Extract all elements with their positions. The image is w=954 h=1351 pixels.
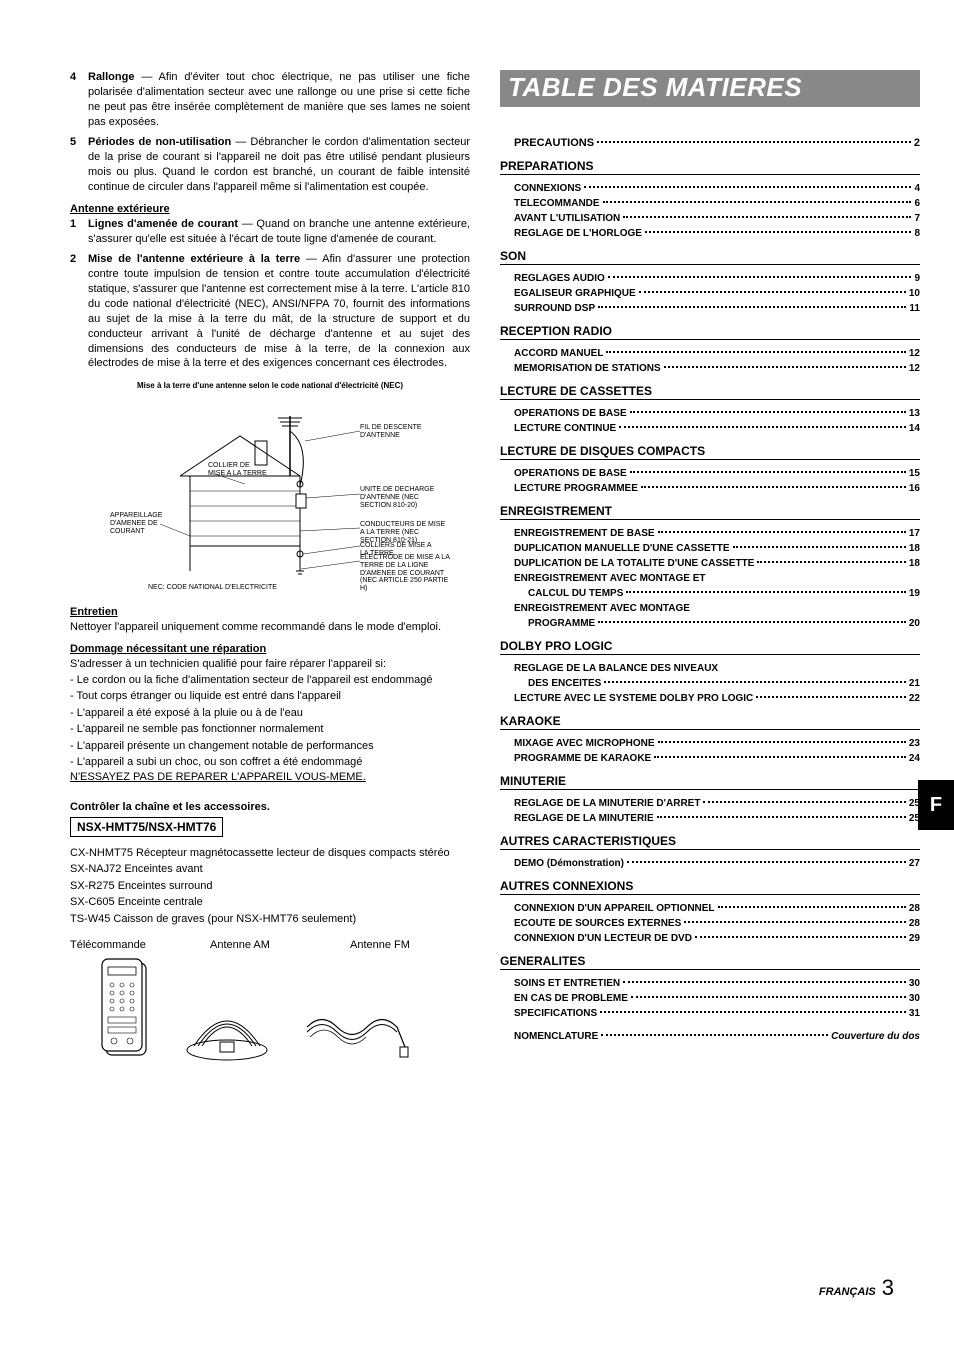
acc-images [70, 957, 470, 1062]
toc-entry: MEMORISATION DE STATIONS12 [514, 361, 920, 376]
toc-entry-sub: CALCUL DU TEMPS19 [528, 586, 920, 601]
toc-title: TABLE DES MATIERES [508, 72, 912, 103]
acc-labels: Télécommande Antenne AM Antenne FM [70, 939, 470, 951]
toc-section-head: PREPARATIONS [500, 159, 920, 175]
toc-entry: REGLAGE DE LA MINUTERIE25 [514, 811, 920, 826]
dommage-list: - Le cordon ou la fiche d'alimentation s… [70, 672, 470, 771]
toc-entry: ENREGISTREMENT AVEC MONTAGE ET [514, 571, 920, 586]
toc-section-head: ENREGISTREMENT [500, 504, 920, 520]
toc-entry: CONNEXION D'UN APPAREIL OPTIONNEL28 [514, 901, 920, 916]
item-number: 4 [70, 70, 82, 129]
toc-entry: OPERATIONS DE BASE13 [514, 406, 920, 421]
grounding-diagram: FIL DE DESCENTE D'ANTENNE COLLIER DE MIS… [100, 396, 440, 596]
toc-section-head: DOLBY PRO LOGIC [500, 639, 920, 655]
toc-entry: EN CAS DE PROBLEME30 [514, 991, 920, 1006]
toc-entry: ENREGISTREMENT AVEC MONTAGE [514, 601, 920, 616]
toc-entry: AVANT L'UTILISATION7 [514, 211, 920, 226]
antenne-item-1: 1 Lignes d'amenée de courant — Quand on … [70, 217, 470, 247]
left-column: 4 Rallonge — Afin d'éviter tout choc éle… [70, 70, 470, 1062]
toc-entry: CONNEXION D'UN LECTEUR DE DVD29 [514, 931, 920, 946]
toc-title-bar: TABLE DES MATIERES [500, 70, 920, 107]
toc-entry: ACCORD MANUEL12 [514, 346, 920, 361]
toc-entry-tail: NOMENCLATURECouverture du dos [514, 1029, 920, 1044]
toc-section-head: GENERALITES [500, 954, 920, 970]
antenne-head: Antenne extérieure [70, 203, 470, 215]
acc-list: CX-NHMT75 Récepteur magnétocassette lect… [70, 845, 470, 928]
toc-entry: CONNEXIONS4 [514, 181, 920, 196]
toc-entry-sub: DES ENCEITES21 [528, 676, 920, 691]
fm-antenna-icon [302, 1007, 412, 1062]
toc-entry: TELECOMMANDE6 [514, 196, 920, 211]
toc-entry: SPECIFICATIONS31 [514, 1006, 920, 1021]
toc-entry: LECTURE CONTINUE14 [514, 421, 920, 436]
toc-entry: REGLAGE DE LA MINUTERIE D'ARRET25 [514, 796, 920, 811]
entretien-head: Entretien [70, 606, 470, 618]
toc-entry: REGLAGE DE LA BALANCE DES NIVEAUX [514, 661, 920, 676]
entretien-text: Nettoyer l'appareil uniquement comme rec… [70, 620, 470, 635]
toc-entry: SOINS ET ENTRETIEN30 [514, 976, 920, 991]
dommage-head: Dommage nécessitant une réparation [70, 643, 470, 655]
precaution-item-4: 4 Rallonge — Afin d'éviter tout choc éle… [70, 70, 470, 129]
toc-entry: ENREGISTREMENT DE BASE17 [514, 526, 920, 541]
model-box: NSX-HMT75/NSX-HMT76 [70, 817, 223, 837]
toc-entry: ECOUTE DE SOURCES EXTERNES28 [514, 916, 920, 931]
toc-section-head: SON [500, 249, 920, 265]
toc-entry: MIXAGE AVEC MICROPHONE23 [514, 736, 920, 751]
toc-entry: REGLAGES AUDIO9 [514, 271, 920, 286]
toc-section-head: AUTRES CARACTERISTIQUES [500, 834, 920, 850]
toc-section-head: MINUTERIE [500, 774, 920, 790]
language-tab: F [918, 780, 954, 830]
remote-icon [100, 957, 152, 1062]
noessay-warning: N'ESSAYEZ PAS DE REPARER L'APPAREIL VOUS… [70, 771, 470, 783]
toc-entry-sub: PROGRAMME20 [528, 616, 920, 631]
toc-section-head: LECTURE DE DISQUES COMPACTS [500, 444, 920, 460]
footer-page: 3 [882, 1275, 894, 1301]
ctrl-head: Contrôler la chaîne et les accessoires. [70, 801, 470, 813]
toc-entry: PROGRAMME DE KARAOKE24 [514, 751, 920, 766]
toc-entry: DUPLICATION DE LA TOTALITE D'UNE CASSETT… [514, 556, 920, 571]
toc-entry: DUPLICATION MANUELLE D'UNE CASSETTE18 [514, 541, 920, 556]
toc-entry: REGLAGE DE L'HORLOGE8 [514, 226, 920, 241]
toc-entry: EGALISEUR GRAPHIQUE10 [514, 286, 920, 301]
toc-column: TABLE DES MATIERES PRECAUTIONS 2 PREPARA… [500, 70, 920, 1062]
am-antenna-icon [182, 1002, 272, 1062]
toc-entry: OPERATIONS DE BASE15 [514, 466, 920, 481]
toc-entry: DEMO (Démonstration)27 [514, 856, 920, 871]
precaution-item-5: 5 Périodes de non-utilisation — Débranch… [70, 135, 470, 194]
toc-entry: LECTURE AVEC LE SYSTEME DOLBY PRO LOGIC2… [514, 691, 920, 706]
toc-entry: SURROUND DSP11 [514, 301, 920, 316]
toc-section-head: RECEPTION RADIO [500, 324, 920, 340]
diagram-caption: Mise à la terre d'une antenne selon le c… [70, 381, 470, 390]
toc-section-head: KARAOKE [500, 714, 920, 730]
toc-section-head: LECTURE DE CASSETTES [500, 384, 920, 400]
toc-entry: LECTURE PROGRAMMEE16 [514, 481, 920, 496]
toc-section-head: AUTRES CONNEXIONS [500, 879, 920, 895]
footer-lang: FRANÇAIS [819, 1286, 876, 1298]
antenne-item-2: 2 Mise de l'antenne extérieure à la terr… [70, 252, 470, 371]
item-number: 5 [70, 135, 82, 194]
toc-precautions: PRECAUTIONS 2 [514, 137, 920, 149]
page-footer: FRANÇAIS 3 [819, 1275, 894, 1301]
dommage-text: S'adresser à un technicien qualifié pour… [70, 657, 470, 672]
